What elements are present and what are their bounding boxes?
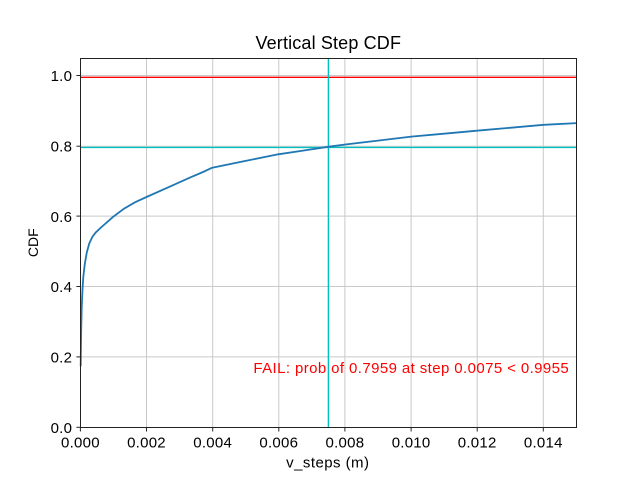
svg-text:0.6: 0.6 xyxy=(51,209,73,226)
svg-text:0.012: 0.012 xyxy=(458,435,497,452)
svg-text:0.014: 0.014 xyxy=(524,435,563,452)
svg-text:CDF: CDF xyxy=(25,228,41,257)
svg-text:v_steps (m): v_steps (m) xyxy=(286,455,369,472)
svg-text:0.8: 0.8 xyxy=(51,138,73,155)
svg-text:0.010: 0.010 xyxy=(392,435,431,452)
svg-text:FAIL: prob of 0.7959 at step 0: FAIL: prob of 0.7959 at step 0.0075 < 0.… xyxy=(253,360,569,377)
svg-text:0.006: 0.006 xyxy=(259,435,298,452)
svg-text:1.0: 1.0 xyxy=(51,68,73,85)
svg-text:0.000: 0.000 xyxy=(61,435,100,452)
svg-text:Vertical Step CDF: Vertical Step CDF xyxy=(255,33,401,53)
svg-text:0.004: 0.004 xyxy=(193,435,232,452)
svg-text:0.2: 0.2 xyxy=(51,350,73,367)
svg-text:0.0: 0.0 xyxy=(51,420,73,437)
svg-text:0.008: 0.008 xyxy=(326,435,365,452)
svg-text:0.4: 0.4 xyxy=(51,279,73,296)
svg-text:0.002: 0.002 xyxy=(127,435,166,452)
